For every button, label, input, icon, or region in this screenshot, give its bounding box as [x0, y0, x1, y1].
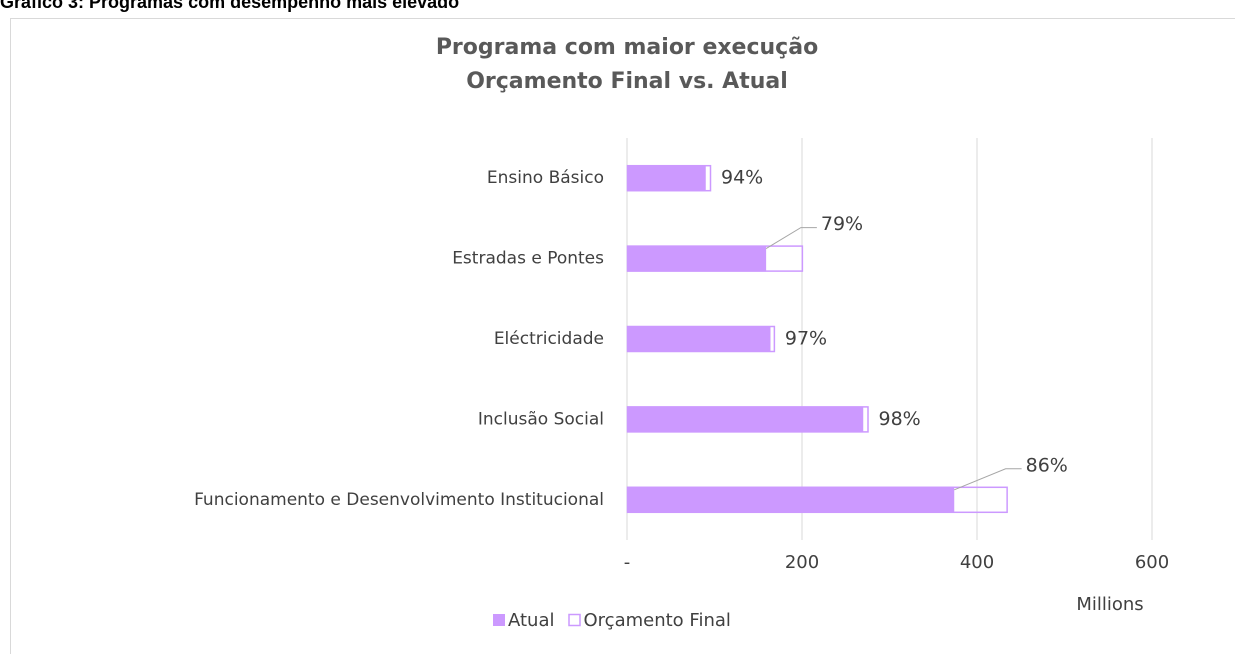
- data-label: 98%: [879, 408, 921, 430]
- bar: [627, 245, 767, 272]
- y-tick-label: Ensino Básico: [487, 168, 604, 188]
- legend-label: Atual: [508, 610, 555, 631]
- bar-outline: [626, 245, 804, 272]
- x-tick-label: 400: [960, 552, 994, 573]
- leader-line: [765, 227, 817, 250]
- data-label: 79%: [821, 213, 863, 235]
- bar: [627, 486, 955, 513]
- data-label: 86%: [1026, 454, 1068, 476]
- x-tick-label: 600: [1135, 552, 1169, 573]
- leader-line: [954, 468, 1022, 491]
- data-label: 97%: [785, 328, 827, 350]
- y-tick-label: Inclusão Social: [478, 409, 604, 429]
- y-tick-label: Funcionamento e Desenvolvimento Instituc…: [194, 490, 604, 510]
- chart-title: Programa com maior execução: [436, 35, 818, 60]
- data-label: 94%: [721, 167, 763, 189]
- page-title: Gráfico 3: Programas com desempenho mais…: [0, 0, 459, 12]
- bar: [627, 165, 706, 192]
- x-tick-label: -: [624, 552, 631, 573]
- bar-outline: [626, 406, 869, 433]
- x-unit-label: Millions: [1076, 594, 1143, 615]
- bar-outline: [626, 164, 712, 192]
- legend-label: Orçamento Final: [584, 610, 731, 631]
- bar-outline: [626, 486, 1008, 514]
- y-tick-label: Estradas e Pontes: [452, 249, 604, 269]
- bar-outline: [626, 325, 776, 353]
- chart-border: [10, 18, 1235, 654]
- bar: [627, 326, 771, 352]
- legend-swatch: [493, 614, 505, 626]
- legend-swatch: [568, 613, 581, 627]
- x-tick-label: 200: [785, 552, 819, 573]
- y-tick-label: Eléctricidade: [494, 329, 604, 349]
- bar: [627, 406, 864, 433]
- chart-title: Orçamento Final vs. Atual: [466, 69, 788, 94]
